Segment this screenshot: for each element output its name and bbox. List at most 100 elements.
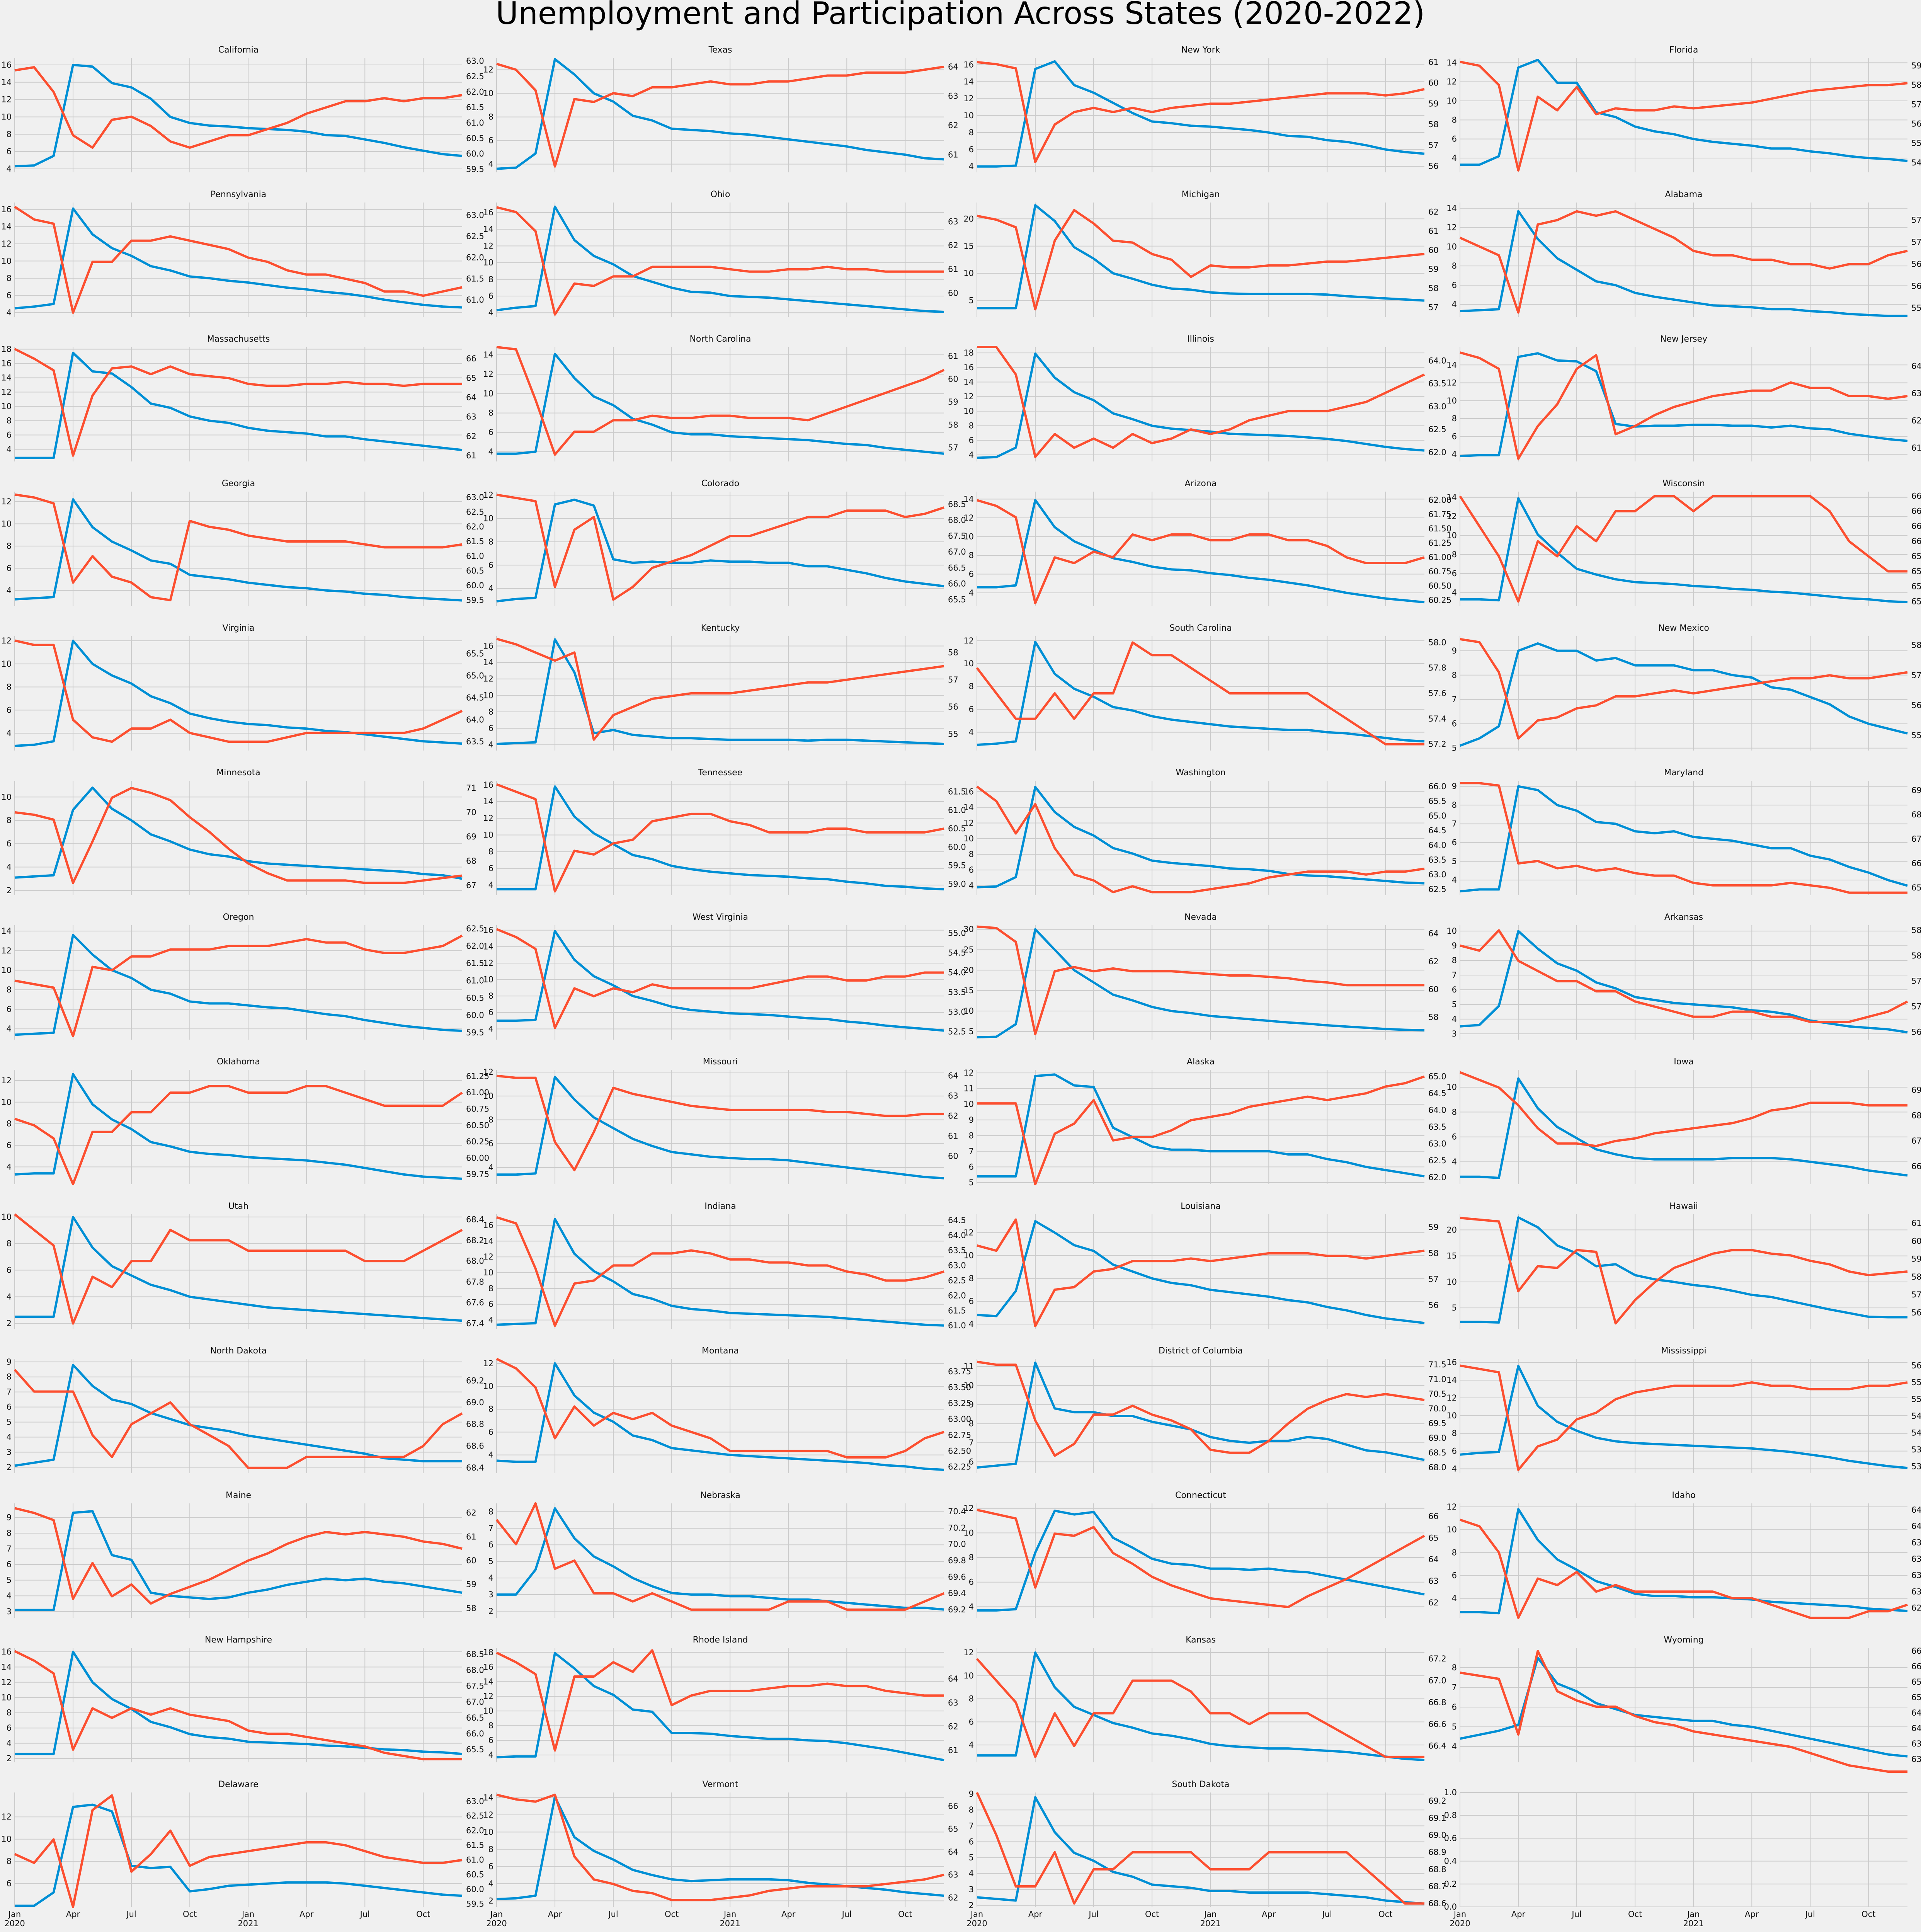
participation-line: [496, 783, 944, 893]
y2-tick-label: 69.0: [466, 1398, 484, 1407]
y1-tick-label: 4: [7, 308, 12, 317]
y2-tick-label: 69: [1911, 786, 1921, 795]
y2-tick-label: 56: [1911, 1308, 1921, 1317]
y2-tick-label: 68.7: [1428, 1882, 1446, 1891]
y2-tick-label: 55.5: [1911, 303, 1921, 313]
y2-tick-label: 60: [948, 1151, 958, 1161]
y2-tick-label: 63: [948, 217, 958, 226]
subplot-new-jersey: New Jersey 4 6 8 10 12 14 61 62 63 64: [1446, 334, 1921, 461]
y2-tick-label: 63.5: [948, 1246, 966, 1255]
subplot-pennsylvania: Pennsylvania 4 6 8 10 12 14 16 61.0 61.5 62.0 62.5 6…: [1, 190, 484, 317]
y1-tick-label: 8: [7, 683, 12, 692]
y2-tick-label: 64: [1911, 361, 1921, 371]
y1-tick-label: 12: [1446, 378, 1457, 388]
subplot-title: Idaho: [1672, 1491, 1695, 1500]
y1-tick-label: 6: [7, 1005, 12, 1014]
y2-tick-label: 61: [466, 451, 476, 460]
y2-tick-label: 58: [1428, 284, 1439, 293]
unemployment-line: [15, 1510, 463, 1611]
y2-tick-label: 63.50: [948, 1383, 971, 1392]
participation-line: [976, 641, 1424, 746]
subplot-missouri: Missouri 4 6 8 10 12 60 61 62 63 64: [483, 1057, 958, 1184]
x-tick-label: Oct: [183, 1910, 197, 1919]
subplot-title: District of Columbia: [1159, 1346, 1243, 1356]
y1-tick-label: 6: [1452, 134, 1457, 144]
participation-line: [14, 66, 463, 149]
y1-tick-label: 6: [1452, 719, 1457, 729]
participation-line: [14, 493, 463, 601]
y2-tick-label: 63.0: [1428, 402, 1446, 411]
x-tick-label: Jan: [241, 1910, 254, 1919]
unemployment-line: [496, 58, 944, 170]
y2-tick-label: 56: [1428, 1300, 1439, 1310]
subplot-title: Alaska: [1187, 1057, 1215, 1067]
y2-tick-label: 60.75: [1428, 567, 1451, 576]
y1-tick-label: 8: [969, 421, 974, 431]
y1-tick-label: 4: [969, 1602, 974, 1611]
unemployment-line: [496, 499, 944, 603]
y1-tick-label: 14: [1446, 493, 1457, 502]
y2-tick-label: 62.5: [1428, 1156, 1446, 1165]
y2-tick-label: 61.0: [466, 1855, 484, 1865]
subplot-rhode-island: Rhode Island 4 6 8 10 12 14 16 18 61 62 63 64: [483, 1635, 958, 1762]
y2-tick-label: 66.3: [1911, 492, 1921, 501]
y2-tick-label: 64: [948, 62, 958, 71]
unemployment-line: [977, 1220, 1425, 1324]
y1-tick-label: 2: [969, 1901, 974, 1910]
x-tick-label: Jan: [490, 1910, 503, 1919]
y2-tick-label: 60.0: [466, 1884, 484, 1894]
participation-line: [496, 1649, 944, 1752]
y1-tick-label: 0.4: [1444, 1857, 1457, 1866]
x-tick-year: 2021: [720, 1919, 740, 1928]
y2-tick-label: 63.5: [1428, 855, 1446, 865]
y1-tick-label: 8: [969, 850, 974, 859]
y2-tick-label: 53.0: [948, 1008, 966, 1017]
y1-tick-label: 5: [1452, 1722, 1457, 1731]
unemployment-line: [14, 498, 463, 602]
y1-tick-label: 16: [483, 1662, 493, 1672]
subplot-north-carolina: North Carolina 4 6 8 10 12 14 57 58 59 60 61: [483, 334, 958, 461]
y1-tick-label: 30: [963, 925, 974, 934]
y2-tick-label: 62.5: [466, 232, 484, 241]
subplot-title: South Dakota: [1172, 1780, 1230, 1789]
y1-tick-label: 6: [7, 431, 12, 440]
y2-tick-label: 57: [948, 443, 958, 452]
subplot-virginia: Virginia 4 6 8 10 12 63.5 64.0 64.5 65.0 65.5: [1, 623, 484, 751]
x-tick-year: 2020: [966, 1919, 987, 1928]
y1-tick-label: 3: [7, 1607, 12, 1616]
y2-tick-label: 60: [1911, 1236, 1921, 1246]
y1-tick-label: 3: [7, 1447, 12, 1457]
y1-tick-label: 6: [969, 1578, 974, 1587]
y1-tick-label: 4: [7, 164, 12, 174]
y1-tick-label: 10: [1446, 396, 1457, 405]
subplot-massachusetts: Massachusetts 4 6 8 10 12 14 16 18 61 62 63 64 65 66: [1, 334, 476, 461]
unemployment-line: [497, 929, 944, 1032]
x-tick-year: 2020: [486, 1919, 507, 1928]
y1-tick-label: 15: [963, 986, 974, 995]
y1-tick-label: 4: [7, 1024, 12, 1033]
y1-tick-label: 12: [963, 818, 974, 827]
y2-tick-label: 65.5: [948, 595, 966, 604]
y2-tick-label: 62.0: [466, 87, 484, 97]
y2-tick-label: 63.5: [1911, 1739, 1921, 1748]
y2-tick-label: 60.5: [466, 1870, 484, 1879]
unemployment-line: [14, 934, 463, 1036]
unemployment-line: [1459, 642, 1908, 747]
y2-tick-label: 64.5: [466, 693, 484, 702]
y2-tick-label: 66.5: [1911, 1646, 1921, 1656]
y1-tick-label: 8: [969, 1805, 974, 1815]
y2-tick-label: 64.0: [1428, 356, 1446, 366]
y1-tick-label: 8: [488, 991, 493, 1001]
subplot-title: New Mexico: [1658, 623, 1709, 633]
unemployment-line: [497, 1076, 944, 1180]
y1-tick-label: 8: [969, 1694, 974, 1704]
y1-tick-label: 7: [1452, 819, 1457, 829]
y1-tick-label: 12: [483, 1067, 493, 1077]
y1-tick-label: 5: [1452, 1000, 1457, 1009]
y2-tick-label: 61.5: [466, 959, 484, 968]
subplot-alaska: Alaska 5 6 7 8 9 10 11 12 62.0 62.5 63.0 63.5 64.0 64.…: [963, 1057, 1446, 1187]
y1-tick-label: 12: [483, 65, 493, 75]
y1-tick-label: 11: [963, 1084, 974, 1093]
